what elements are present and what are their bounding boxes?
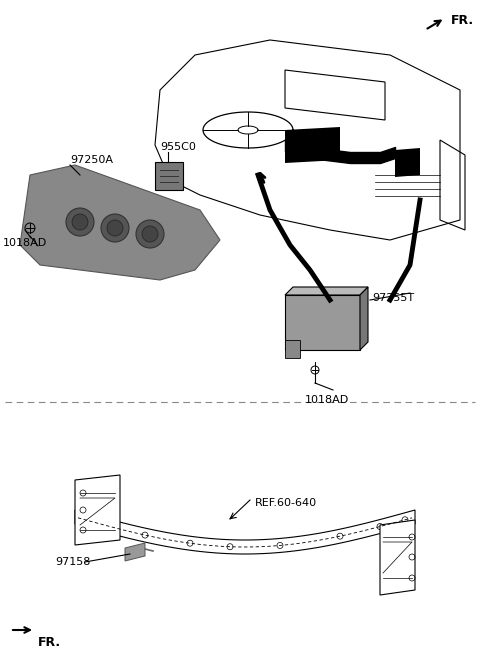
Circle shape — [136, 220, 164, 248]
Text: FR.: FR. — [38, 636, 61, 649]
Text: 1018AD: 1018AD — [305, 395, 349, 405]
Polygon shape — [285, 340, 300, 358]
Polygon shape — [125, 543, 145, 561]
Polygon shape — [20, 165, 220, 280]
Circle shape — [66, 208, 94, 236]
Polygon shape — [75, 510, 415, 554]
Polygon shape — [75, 475, 120, 545]
Polygon shape — [395, 148, 420, 177]
Polygon shape — [285, 287, 368, 295]
Circle shape — [107, 220, 123, 236]
Polygon shape — [285, 295, 360, 350]
Circle shape — [142, 226, 158, 242]
Text: 97158: 97158 — [55, 557, 90, 567]
Polygon shape — [285, 127, 340, 163]
Circle shape — [101, 214, 129, 242]
Circle shape — [72, 214, 88, 230]
Text: REF.60-640: REF.60-640 — [255, 498, 317, 508]
Text: 97255T: 97255T — [372, 293, 414, 303]
Text: 97250A: 97250A — [70, 155, 113, 165]
Text: 1018AD: 1018AD — [3, 238, 47, 248]
Polygon shape — [155, 162, 183, 190]
Polygon shape — [360, 287, 368, 350]
Text: 955C0: 955C0 — [160, 142, 196, 152]
Text: FR.: FR. — [451, 14, 474, 27]
Polygon shape — [380, 520, 415, 595]
